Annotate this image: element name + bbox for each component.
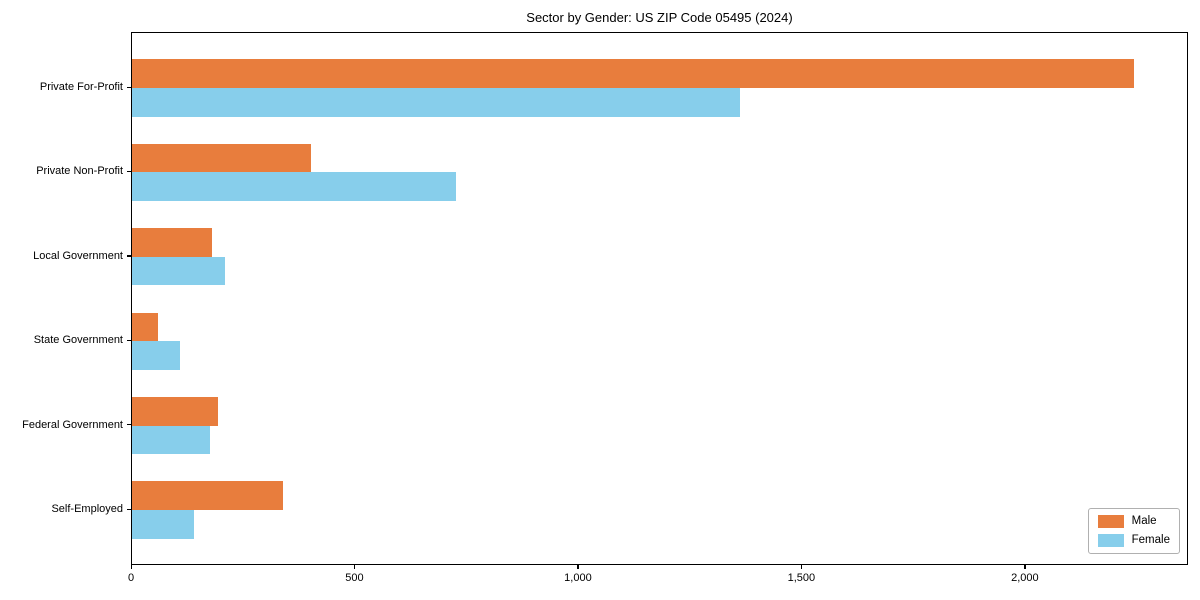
x-tick-label: 0 xyxy=(127,572,135,584)
category-label: Private Non-Profit xyxy=(36,165,123,178)
y-tick xyxy=(127,170,131,173)
legend-swatch-female xyxy=(1097,534,1124,547)
category-label: Local Government xyxy=(33,249,123,262)
category-label: Private For-Profit xyxy=(39,81,123,93)
x-tick-label: 1,500 xyxy=(787,572,816,584)
bar-male-3 xyxy=(132,228,212,257)
legend-label-male: Male xyxy=(1131,515,1157,527)
legend-swatch-male xyxy=(1097,515,1124,528)
category-label: Self-Employed xyxy=(51,503,123,515)
y-tick xyxy=(127,424,131,426)
bar-female-3 xyxy=(132,256,226,286)
x-tick-label: 2,000 xyxy=(1011,572,1039,584)
chart-title: Sector by Gender: US ZIP Code 05495 (202… xyxy=(526,10,793,25)
x-tick xyxy=(800,565,803,569)
bar-female-4 xyxy=(132,341,181,370)
bar-female-6 xyxy=(132,510,194,539)
x-tick-label: 500 xyxy=(345,572,364,584)
bar-female-2 xyxy=(132,172,457,201)
x-tick xyxy=(577,565,579,569)
y-tick xyxy=(127,339,131,341)
bar-male-4 xyxy=(132,312,158,342)
x-tick-label: 1,000 xyxy=(564,572,592,584)
bar-male-6 xyxy=(132,481,284,510)
bar-male-1 xyxy=(132,59,1134,88)
plot-area: Male Female xyxy=(131,32,1188,565)
category-label: State Government xyxy=(33,334,123,347)
bar-female-1 xyxy=(132,88,740,117)
legend: Male Female xyxy=(1087,508,1180,554)
legend-item-male: Male xyxy=(1097,515,1170,528)
y-tick xyxy=(127,86,131,88)
y-tick xyxy=(127,255,131,257)
category-label: Federal Government xyxy=(22,418,123,431)
bar-female-5 xyxy=(132,425,210,455)
x-tick xyxy=(1024,565,1026,569)
legend-label-female: Female xyxy=(1131,534,1170,546)
bar-male-5 xyxy=(132,397,219,426)
legend-item-female: Female xyxy=(1097,534,1170,547)
x-tick xyxy=(353,565,356,569)
bar-male-2 xyxy=(132,143,312,173)
y-tick xyxy=(127,508,131,510)
x-tick xyxy=(130,565,132,569)
